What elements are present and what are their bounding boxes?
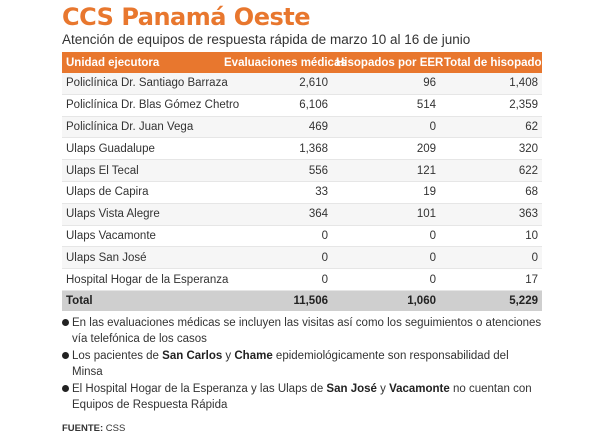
total-swabs-cell: 1,408 — [440, 73, 542, 95]
unit-name-cell: Ulaps El Tecal — [62, 159, 220, 182]
evaluations-cell: 33 — [220, 181, 332, 204]
unit-name-cell: Ulaps Vacamonte — [62, 225, 220, 248]
evaluations-cell: 469 — [220, 116, 332, 139]
footnote: El Hospital Hogar de la Esperanza y las … — [62, 381, 542, 413]
evaluations-cell: 0 — [220, 268, 332, 291]
swabs-eer-cell: 0 — [332, 268, 440, 291]
swabs-eer-cell: 209 — [332, 137, 440, 161]
table-header-row: Unidad ejecutora Evaluaciones médicas Hi… — [62, 52, 548, 73]
source-value: CSS — [103, 422, 126, 434]
footnote-text: Los pacientes de — [72, 349, 163, 362]
column-header: Hisopados por EER — [332, 52, 443, 73]
total-swabs-cell: 320 — [440, 137, 542, 161]
footnote: En las evaluaciones médicas se incluyen … — [62, 315, 542, 347]
evaluations-cell: 2,610 — [220, 73, 332, 95]
evaluations-cell: 0 — [220, 225, 332, 248]
total-swabs: 5,229 — [440, 290, 542, 311]
footnote-highlight: San José — [326, 382, 377, 395]
total-label: Total — [62, 290, 220, 311]
evaluations-cell: 364 — [220, 203, 332, 226]
swabs-eer-cell: 0 — [332, 225, 440, 248]
bullet-icon — [62, 351, 69, 359]
swabs-eer-cell: 0 — [332, 116, 440, 139]
total-swabs-cell: 62 — [440, 116, 542, 139]
footnote: Los pacientes de San Carlos y Chame epid… — [62, 348, 542, 380]
table-row: Ulaps de Capira 33 19 68 — [62, 181, 542, 204]
column-header: Total de hisopados — [440, 52, 548, 73]
footnote-highlight: Chame — [234, 349, 273, 362]
footnote-highlight: San Carlos — [162, 349, 223, 362]
table-row: Ulaps Vista Alegre 364 101 363 — [62, 203, 542, 226]
table-row: Ulaps San José 0 0 0 — [62, 246, 542, 270]
evaluations-cell: 1,368 — [220, 137, 332, 161]
footnote-text: y — [222, 349, 235, 362]
total-swabs-cell: 363 — [440, 203, 542, 226]
total-swabs-eer: 1,060 — [332, 290, 440, 311]
total-evaluations: 11,506 — [220, 290, 332, 311]
table-row: Hospital Hogar de la Esperanza 0 0 17 — [62, 268, 542, 291]
table-row: Ulaps Guadalupe 1,368 209 320 — [62, 137, 542, 161]
bullet-icon — [62, 318, 69, 326]
unit-name-cell: Policlínica Dr. Blas Gómez Chetro — [62, 94, 239, 117]
footnote-text: En las evaluaciones médicas se incluyen … — [72, 316, 542, 345]
table-row: Policlínica Dr. Blas Gómez Chetro 6,106 … — [62, 94, 542, 117]
swabs-eer-cell: 0 — [332, 246, 440, 270]
footnote-text: y — [376, 382, 390, 395]
total-swabs-cell: 622 — [440, 159, 542, 182]
footnote-text: El Hospital Hogar de la Esperanza y las … — [72, 382, 327, 395]
table-row: Ulaps Vacamonte 0 0 10 — [62, 225, 542, 248]
source-label: FUENTE: — [62, 422, 104, 434]
swabs-eer-cell: 96 — [332, 73, 440, 95]
unit-name-cell: Policlínica Dr. Juan Vega — [62, 116, 220, 139]
swabs-eer-cell: 514 — [332, 94, 440, 117]
swabs-eer-cell: 101 — [332, 203, 440, 226]
page-subtitle: Atención de equipos de respuesta rápida … — [62, 32, 471, 47]
evaluations-cell: 0 — [220, 246, 332, 270]
unit-name-cell: Ulaps de Capira — [62, 181, 220, 204]
evaluations-cell: 556 — [220, 159, 332, 182]
footnote-text: epidemiológicamente son responsabilidad … — [72, 349, 509, 378]
total-row: Total 11,506 1,060 5,229 — [62, 290, 542, 311]
unit-name-cell: Ulaps Vista Alegre — [62, 203, 220, 226]
table-row: Policlínica Dr. Juan Vega 469 0 62 — [62, 116, 542, 139]
total-swabs-cell: 68 — [440, 181, 542, 204]
total-swabs-cell: 10 — [440, 225, 542, 248]
swabs-eer-cell: 121 — [332, 159, 440, 182]
column-header: Evaluaciones médicas — [220, 52, 347, 73]
unit-name-cell: Policlínica Dr. Santiago Barraza — [62, 73, 228, 95]
data-table: Unidad ejecutora Evaluaciones médicas Hi… — [62, 52, 548, 311]
footnote-highlight: Vacamonte — [389, 382, 450, 395]
column-header: Unidad ejecutora — [62, 52, 220, 73]
footnotes: En las evaluaciones médicas se incluyen … — [62, 315, 542, 413]
total-swabs-cell: 0 — [440, 246, 542, 270]
unit-name-cell: Ulaps San José — [62, 246, 220, 270]
total-swabs-cell: 2,359 — [440, 94, 542, 117]
swabs-eer-cell: 19 — [332, 181, 440, 204]
unit-name-cell: Ulaps Guadalupe — [62, 137, 220, 161]
infographic: CCS Panamá Oeste Atención de equipos de … — [62, 0, 548, 434]
source-line: FUENTE: CSS — [62, 423, 542, 434]
unit-name-cell: Hospital Hogar de la Esperanza — [62, 268, 228, 291]
table-row: Policlínica Dr. Santiago Barraza 2,610 9… — [62, 73, 542, 95]
table-row: Ulaps El Tecal 556 121 622 — [62, 159, 542, 182]
bullet-icon — [62, 384, 69, 392]
page-title: CCS Panamá Oeste — [62, 3, 311, 31]
evaluations-cell: 6,106 — [220, 94, 332, 117]
total-swabs-cell: 17 — [440, 268, 542, 291]
